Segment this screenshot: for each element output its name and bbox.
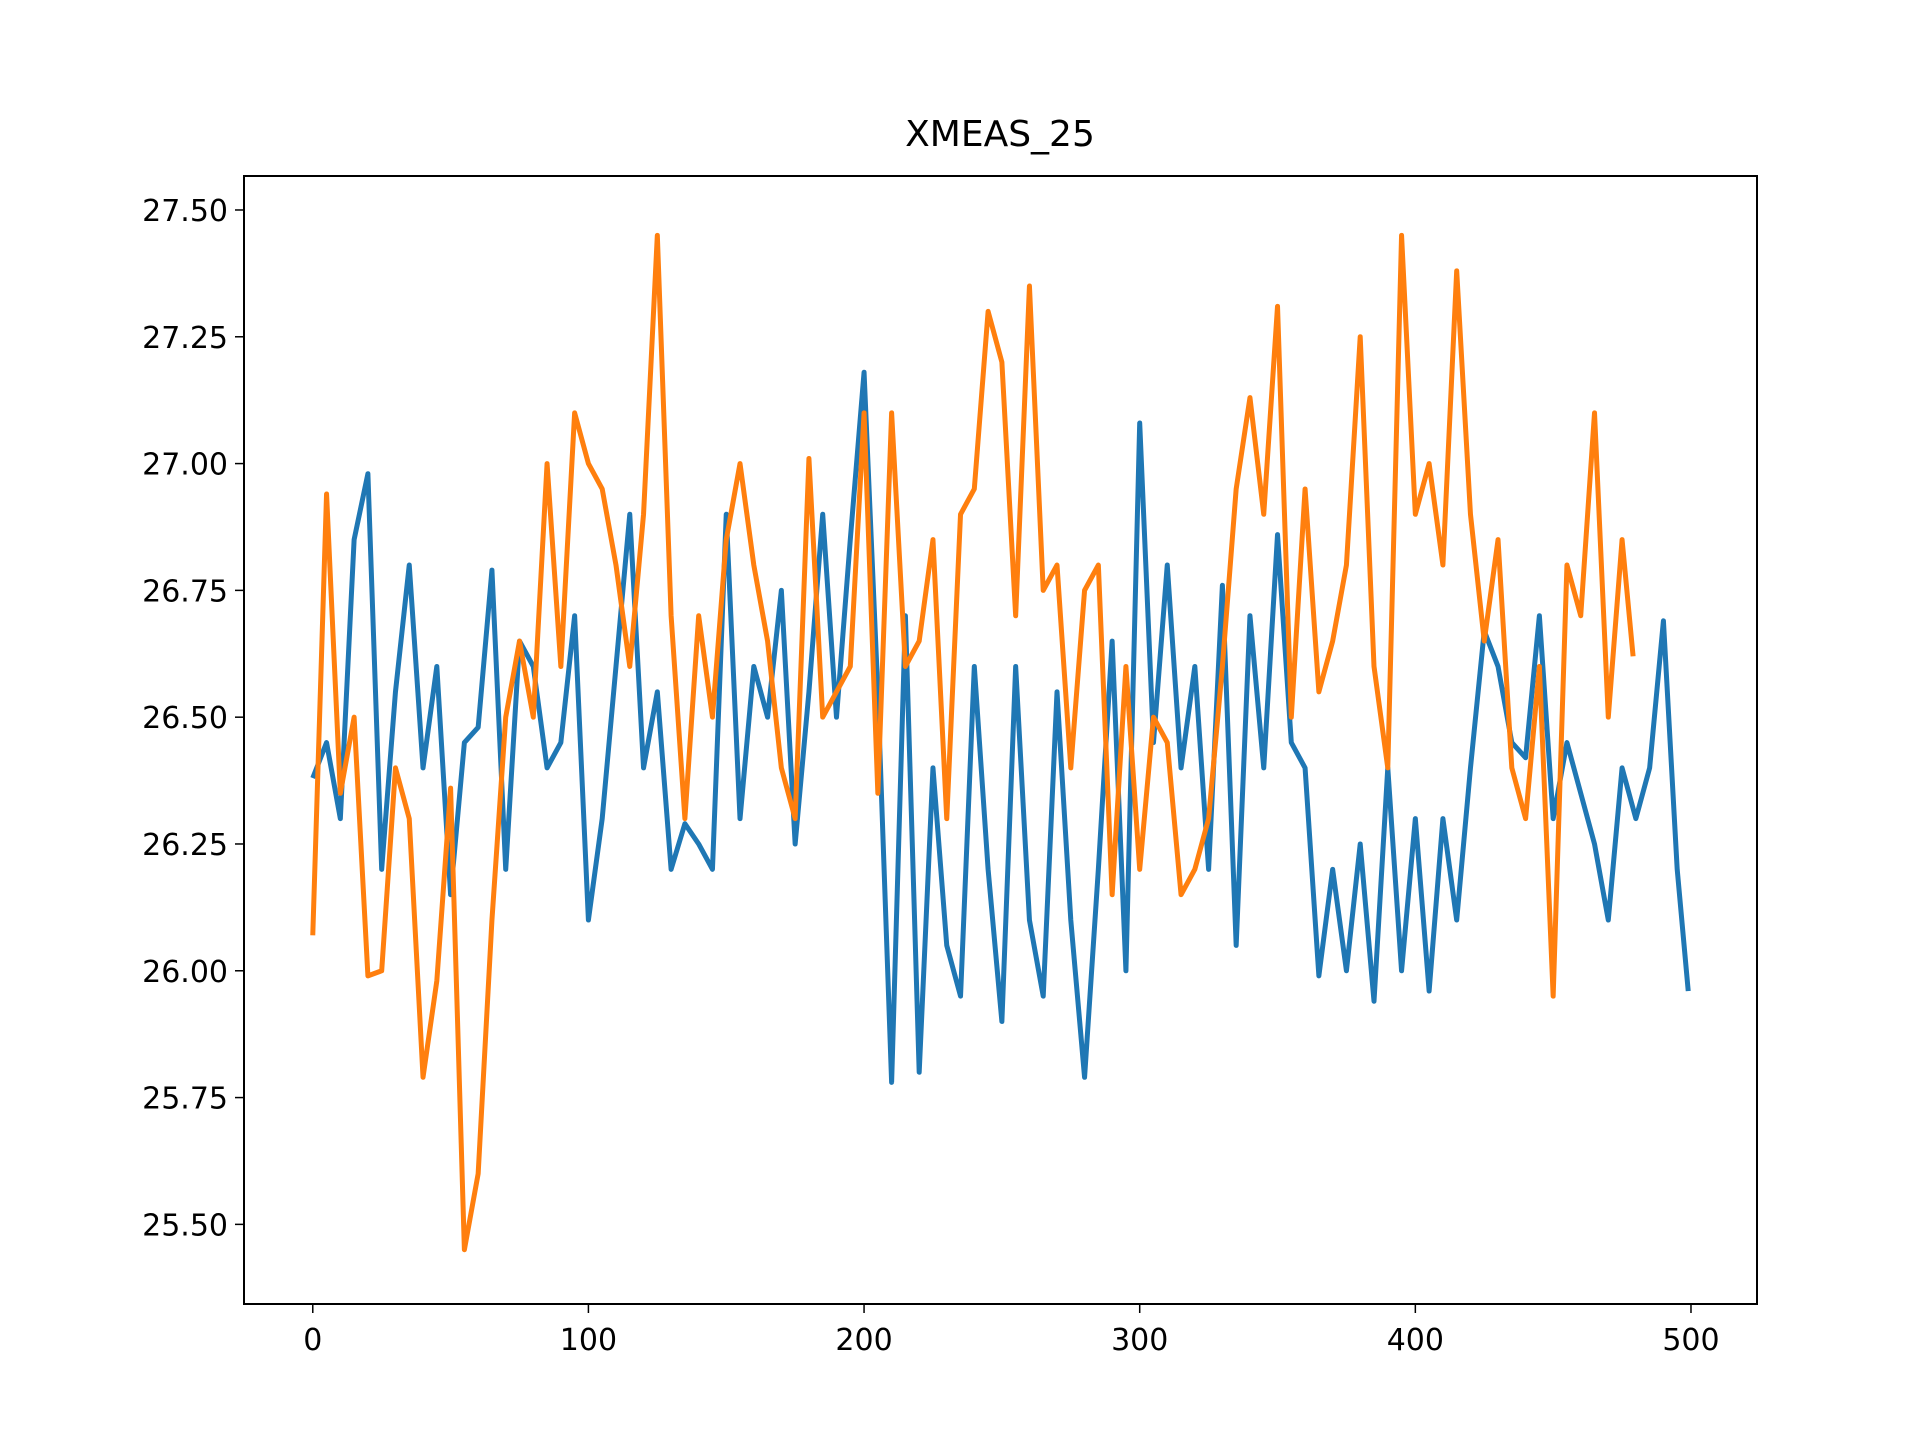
y-tick-label: 27.00 xyxy=(142,448,228,483)
chart-title: XMEAS_25 xyxy=(905,114,1095,155)
x-tick-label: 300 xyxy=(1111,1323,1168,1358)
y-tick-label: 27.25 xyxy=(142,321,228,356)
series-line xyxy=(310,232,1636,1253)
y-tick-label: 25.50 xyxy=(142,1208,228,1243)
x-tick-label: 500 xyxy=(1662,1323,1719,1358)
y-tick-label: 26.25 xyxy=(142,828,228,863)
x-tick-label: 200 xyxy=(835,1323,892,1358)
y-tick-label: 26.50 xyxy=(142,701,228,736)
plot-frame xyxy=(243,175,1758,1305)
x-tick-label: 0 xyxy=(303,1323,322,1358)
series-line xyxy=(310,369,1691,1085)
y-tick-label: 27.50 xyxy=(142,194,228,229)
y-tick-label: 26.75 xyxy=(142,574,228,609)
x-tick-label: 400 xyxy=(1387,1323,1444,1358)
x-tick-label: 100 xyxy=(560,1323,617,1358)
y-tick-label: 25.75 xyxy=(142,1082,228,1117)
y-tick-label: 26.00 xyxy=(142,955,228,990)
